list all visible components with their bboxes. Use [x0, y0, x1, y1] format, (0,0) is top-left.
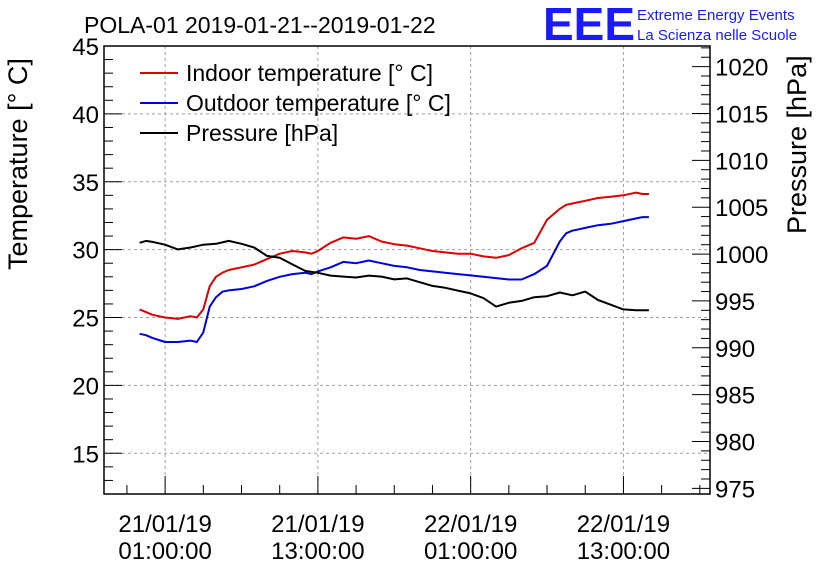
right-tick-label-1010: 1010 [715, 148, 768, 175]
series-group [139, 191, 649, 343]
left-tick-label-45: 45 [72, 34, 99, 61]
left-tick-label-25: 25 [72, 306, 99, 333]
right-tick-label-990: 990 [715, 336, 755, 363]
x-tick-date-0: 21/01/19 [118, 511, 211, 538]
right-tick-label-1005: 1005 [715, 195, 768, 222]
x-tick-time-1: 13:00:00 [271, 538, 364, 565]
logo-line2: La Scienza nelle Scuole [637, 27, 797, 44]
logo-line1: Extreme Energy Events [637, 7, 795, 24]
right-tick-label-975: 975 [715, 476, 755, 503]
legend-label-2: Pressure [hPa] [186, 120, 338, 146]
right-axis: 975 980 985 990 995 1000 1005 1010 1015 1020 [692, 47, 768, 503]
right-tick-label-995: 995 [715, 289, 755, 316]
x-tick-date-2: 22/01/19 [424, 511, 517, 538]
x-tick-time-2: 01:00:00 [424, 538, 517, 565]
right-tick-label-1015: 1015 [715, 101, 768, 128]
right-tick-label-1000: 1000 [715, 242, 768, 269]
plot-frame [103, 45, 711, 495]
legend: Indoor temperature [° C] Outdoor temperat… [140, 60, 451, 146]
y-axis-title: Temperature [° C] [3, 58, 33, 270]
series-line-2 [139, 239, 649, 312]
chart-title: POLA-01 2019-01-21--2019-01-22 [84, 12, 436, 38]
x-axis: 21/01/1901:00:0021/01/1913:00:0022/01/19… [118, 476, 701, 565]
right-tick-label-985: 985 [715, 383, 755, 410]
y2-axis-title: Pressure [hPa] [782, 55, 812, 234]
x-tick-date-1: 21/01/19 [271, 511, 364, 538]
left-tick-label-15: 15 [72, 441, 99, 468]
left-tick-label-30: 30 [72, 238, 99, 265]
logo-mark: EEE [543, 0, 635, 50]
grid [104, 46, 710, 494]
x-tick-time-0: 01:00:00 [118, 538, 211, 565]
right-tick-label-1020: 1020 [715, 55, 768, 82]
right-tick-label-980: 980 [715, 430, 755, 457]
left-tick-label-40: 40 [72, 102, 99, 129]
left-axis: 15 20 25 30 35 40 45 [72, 34, 122, 495]
left-tick-label-35: 35 [72, 170, 99, 197]
x-tick-time-3: 13:00:00 [577, 538, 670, 565]
plot-border [103, 45, 711, 495]
legend-label-0: Indoor temperature [° C] [186, 60, 433, 86]
left-tick-label-20: 20 [72, 373, 99, 400]
x-tick-date-3: 22/01/19 [577, 511, 670, 538]
legend-label-1: Outdoor temperature [° C] [186, 90, 451, 116]
series-line-1 [139, 216, 649, 343]
eee-logo: EEE Extreme Energy Events La Scienza nel… [543, 0, 797, 50]
series-line-0 [139, 191, 649, 320]
